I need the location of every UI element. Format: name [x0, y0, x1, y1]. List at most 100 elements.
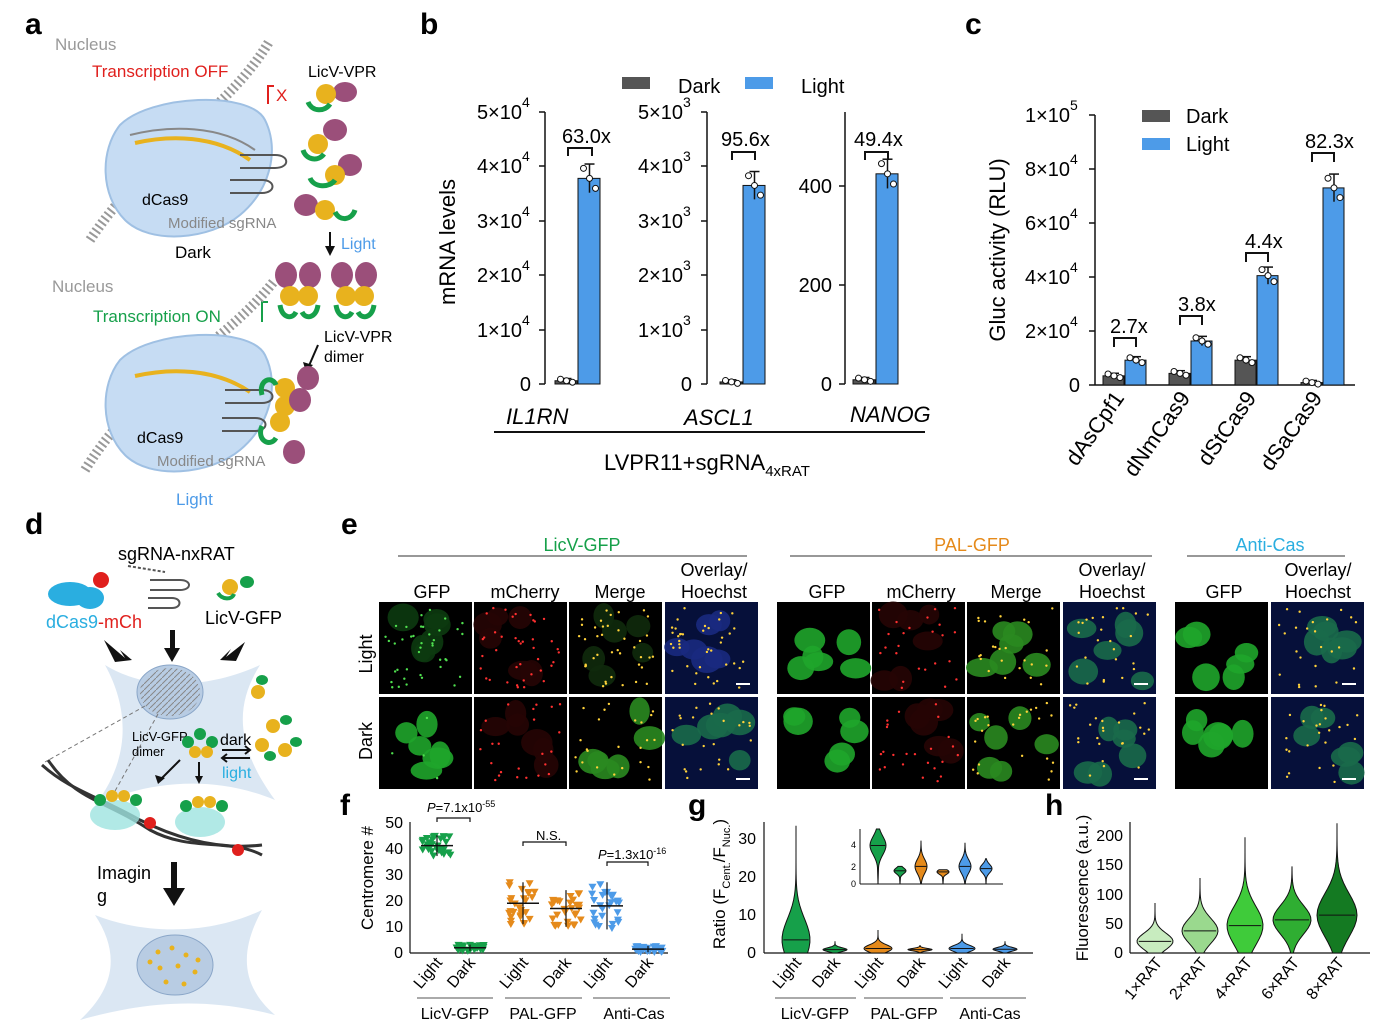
subplot-ascl1: 0 1×10 3 2×10 3 3×10 3 4×10 3 5×10 3 95.…	[638, 94, 770, 430]
nucleus-blob	[590, 758, 620, 780]
tick-label: 400	[799, 176, 832, 198]
punctum	[575, 770, 578, 773]
data-point	[890, 180, 897, 188]
punctum	[991, 645, 995, 648]
ytick: 20	[385, 893, 403, 910]
punctum	[1094, 717, 1098, 720]
col-label: Merge	[990, 582, 1041, 602]
punctum	[597, 718, 601, 721]
punctum	[443, 617, 447, 620]
punctum	[393, 670, 397, 673]
col-label: Overlay/	[1284, 560, 1351, 580]
punctum	[1288, 750, 1291, 753]
punctum	[1073, 706, 1076, 709]
punctum	[439, 665, 442, 669]
data-point	[589, 909, 598, 917]
bar-light	[875, 173, 899, 385]
column-labels-e: GFP mCherry Merge Overlay/ Hoechst GFP m…	[413, 560, 1351, 602]
panel-e: e LicV-GFP PAL-GFP Anti-Cas GFP mCherry …	[341, 508, 1365, 789]
data-point	[506, 921, 515, 929]
inset-violin	[936, 869, 950, 885]
punctum	[879, 752, 883, 756]
punctum	[924, 668, 927, 671]
punctum	[1051, 761, 1055, 764]
nucleus-blob	[1066, 618, 1097, 639]
xtick-label: Light	[936, 954, 972, 992]
ytick: 50	[385, 815, 403, 832]
panel-label-f: f	[340, 789, 351, 822]
punctum	[1139, 726, 1142, 729]
punctum	[410, 635, 413, 638]
punctum	[1349, 616, 1353, 619]
punctum	[695, 706, 698, 710]
punctum	[1077, 740, 1080, 744]
bar-light	[577, 177, 601, 385]
punctum	[908, 626, 911, 630]
punctum	[1335, 681, 1338, 684]
punctum	[634, 680, 638, 684]
nucleus-blob	[828, 742, 855, 766]
punctum	[953, 606, 957, 610]
punctum	[677, 635, 680, 638]
punctum	[1045, 649, 1048, 652]
punctum	[391, 752, 394, 755]
legend-light-swatch-b	[745, 77, 773, 89]
data-point	[555, 898, 564, 906]
data-point	[613, 897, 622, 905]
punctum	[738, 666, 741, 670]
light-arrow-label: Light	[341, 236, 376, 253]
punctum	[1003, 676, 1007, 680]
punctum	[718, 758, 721, 761]
legend-dark-c: Dark	[1186, 106, 1229, 128]
legend-dark-swatch-b	[622, 77, 650, 89]
punctum	[1077, 737, 1080, 740]
punctum	[1030, 663, 1033, 666]
nucleus-blob	[691, 646, 723, 673]
licv-gfp-icon	[216, 576, 254, 601]
punctum	[532, 707, 535, 711]
punctum	[678, 639, 681, 643]
punctum	[1077, 631, 1080, 635]
punctum	[393, 642, 396, 645]
punctum	[601, 625, 605, 628]
tick-exp: 4	[1070, 205, 1078, 221]
punctum	[955, 678, 958, 681]
bars-c	[1102, 173, 1345, 388]
punctum	[1075, 703, 1078, 706]
ytick: 100	[1096, 887, 1123, 904]
licv-vpr-dimers	[275, 262, 377, 320]
group-label-licv-gfp: LicV-GFP	[543, 535, 620, 555]
punctum	[1137, 766, 1140, 769]
punctum	[1285, 737, 1288, 740]
punctum	[1112, 648, 1116, 651]
ylabel-h: Fluorescence (a.u.)	[1073, 815, 1092, 961]
yticks-h: 0 50 100 150 200	[1096, 828, 1123, 962]
fold-nanog: 49.4x	[854, 129, 903, 151]
violin	[992, 941, 1018, 954]
inset-violin	[869, 828, 887, 885]
data-point	[530, 888, 539, 896]
punctum	[633, 646, 636, 649]
data-point	[521, 909, 530, 917]
punctum	[1050, 714, 1053, 717]
punctum	[610, 675, 613, 679]
data-point	[607, 899, 616, 907]
gene-il1rn: IL1RN	[506, 404, 568, 429]
punctum	[994, 645, 997, 649]
data-point	[1198, 337, 1206, 345]
punctum	[556, 647, 559, 651]
punctum	[931, 630, 934, 633]
ylabel-g: Ratio (FCent./FNuc.)	[710, 819, 733, 949]
bound-complexes	[90, 790, 244, 856]
punctum	[1314, 664, 1317, 668]
punctum	[1039, 683, 1043, 686]
nucleus-blob	[1022, 652, 1051, 677]
punctum	[1287, 772, 1291, 775]
punctum	[671, 728, 674, 732]
pvalue-f-2: P=1.3x10-16	[598, 846, 666, 862]
punctum	[1096, 736, 1099, 740]
nucleus-blob	[969, 713, 990, 732]
punctum	[514, 636, 517, 640]
punctum	[1101, 759, 1104, 763]
